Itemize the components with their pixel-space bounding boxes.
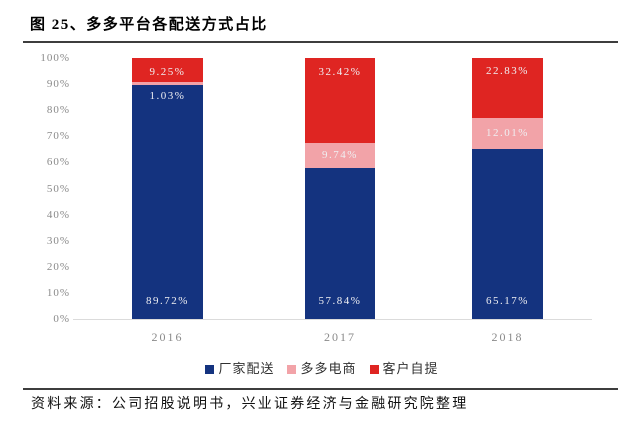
bar-value-label: 9.74%: [322, 149, 358, 162]
bar-segment: [472, 57, 543, 118]
bar-segment: [132, 58, 203, 83]
bar-segment: [132, 82, 203, 85]
y-axis-tick-label: 80%: [46, 104, 70, 117]
bar-value-label: 1.03%: [149, 89, 186, 102]
bar-segment: [472, 117, 543, 149]
bar-value-label: 9.25%: [149, 65, 186, 78]
legend-item: 厂家配送: [205, 361, 274, 377]
legend-label: 客户自提: [382, 361, 439, 376]
y-axis-tick-label: 30%: [46, 234, 70, 247]
legend-swatch: [369, 364, 379, 374]
y-axis-tick-label: 90%: [46, 78, 70, 91]
bar-segment: [472, 148, 543, 319]
bar-value-label: 12.01%: [486, 127, 529, 140]
y-axis-tick-label: 70%: [46, 130, 70, 143]
bar-segment: [304, 168, 376, 319]
legend-swatch: [287, 364, 297, 374]
y-axis-tick-label: 100%: [40, 52, 70, 64]
legend-label: 多多电商: [300, 361, 357, 376]
figure-title: 图 25、多多平台各配送方式占比: [30, 17, 268, 33]
bar-value-label: 89.72%: [146, 295, 189, 307]
x-axis-category-label: 2018: [491, 330, 524, 344]
chart-legend: 厂家配送 多多电商 客户自提: [6, 361, 632, 377]
bar-value-label: 65.17%: [486, 295, 529, 307]
bar-value-label: 22.83%: [486, 65, 529, 78]
y-axis-tick-label: 0%: [53, 313, 70, 325]
y-axis-tick-label: 20%: [46, 260, 70, 273]
x-axis-category-label: 2016: [151, 330, 184, 344]
x-axis-category-label: 2017: [324, 330, 356, 344]
bar-segment: [132, 84, 203, 319]
y-axis-tick-label: 60%: [46, 156, 70, 169]
source-divider: [23, 388, 618, 390]
legend-label: 厂家配送: [218, 361, 275, 376]
title-divider: [23, 41, 618, 43]
bar-value-label: 57.84%: [318, 295, 362, 307]
y-axis-tick-label: 50%: [46, 182, 70, 195]
y-axis-tick-label: 40%: [46, 208, 70, 221]
legend-item: 多多电商: [287, 361, 356, 377]
bar-value-label: 32.42%: [318, 65, 362, 78]
y-axis-tick-label: 10%: [46, 286, 70, 299]
bar-segment: [304, 142, 376, 169]
legend-swatch: [205, 364, 215, 374]
source-note: 资料来源：公司招股说明书，兴业证券经济与金融研究院整理: [31, 397, 469, 412]
bar-segment: [304, 58, 376, 143]
legend-item: 客户自提: [369, 361, 439, 377]
x-axis-baseline: [73, 318, 592, 320]
